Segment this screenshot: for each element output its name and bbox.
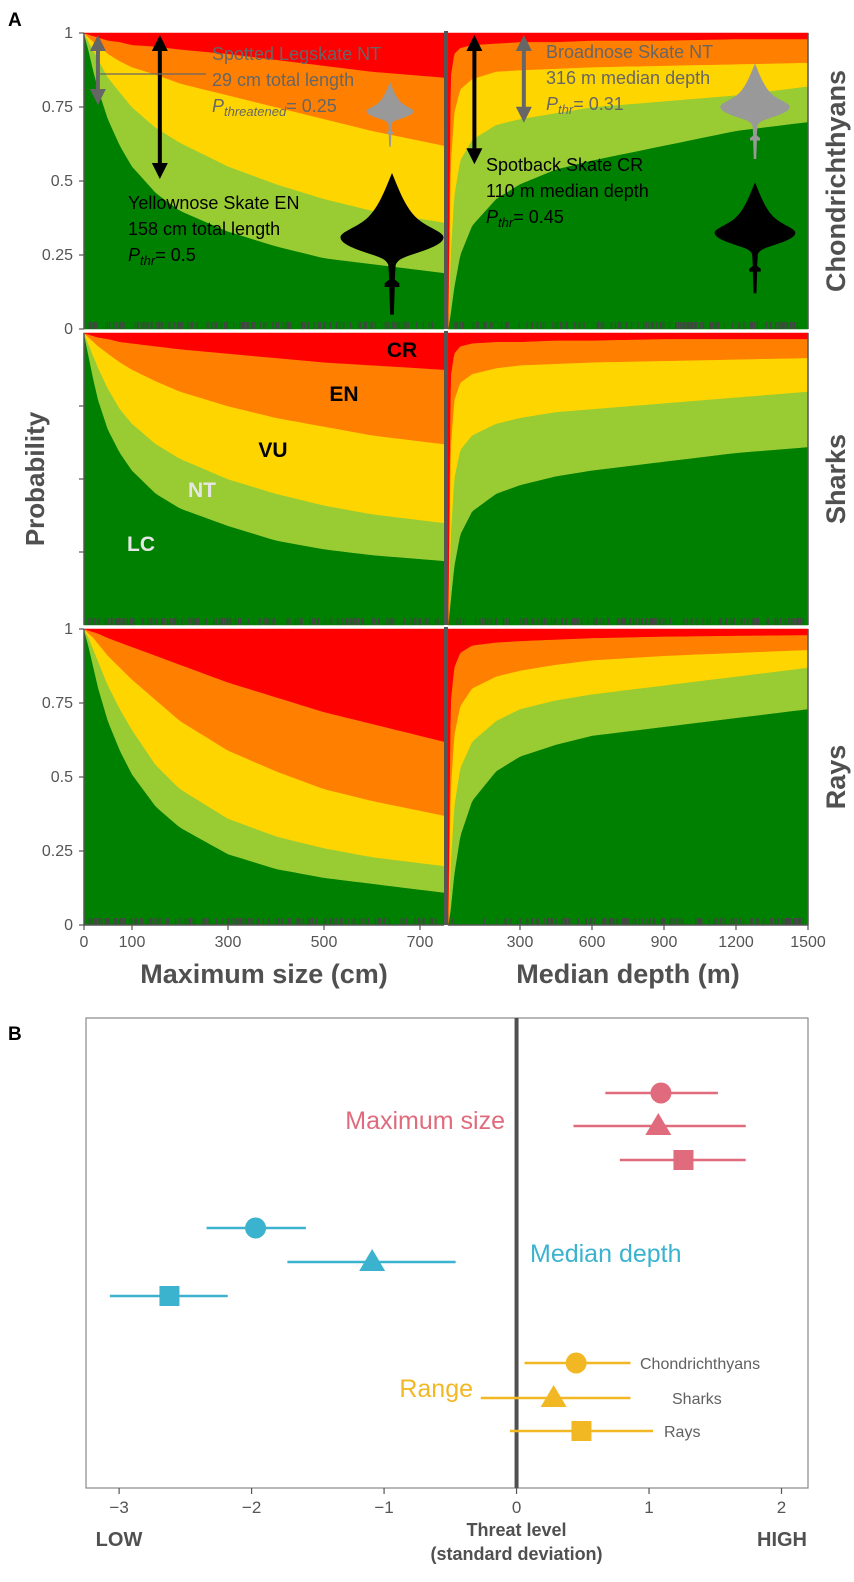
point-chondrichthyans <box>650 1083 671 1104</box>
x-axis-title-size: Maximum size (cm) <box>140 959 388 989</box>
category-label-vu: VU <box>258 439 287 462</box>
annotation-line: 158 cm total length <box>128 219 280 239</box>
panel-b-coefficient-plot: −3 −2 −1 0 1 2 Threat level (standard deviation… <box>86 1018 808 1564</box>
b-x-tick-label: 1 <box>644 1498 653 1517</box>
annotation-line: Spotback Skate CR <box>486 155 643 175</box>
b-x-axis-title-line1: Threat level <box>467 1520 567 1540</box>
annotation-line: Yellownose Skate EN <box>128 193 299 213</box>
group-label: Maximum size <box>345 1107 505 1135</box>
x-tick-label-depth: 1500 <box>790 934 826 951</box>
annotation-line: 29 cm total length <box>212 70 354 90</box>
x-tick-label-depth: 600 <box>579 934 606 951</box>
row-label-chondrichthyans: Chondrichthyans <box>821 70 851 292</box>
x-tick-label-depth: 900 <box>651 934 678 951</box>
x-tick-label-size: 100 <box>119 934 146 951</box>
annotation-line: Broadnose Skate NT <box>546 42 713 62</box>
annotation-probability: Pthr= 0.31 <box>546 94 624 117</box>
row-label-sharks: Sharks <box>821 434 851 524</box>
y-tick-label: 0.25 <box>42 247 73 264</box>
panel-b-frame <box>86 1018 808 1488</box>
annotation-probability: Pthr= 0.45 <box>486 207 564 230</box>
group-label: Range <box>399 1375 473 1403</box>
x-tick-label-depth: 1200 <box>718 934 754 951</box>
y-tick-label: 1 <box>64 25 73 42</box>
category-label-lc: LC <box>127 533 155 556</box>
y-tick-label: 0.75 <box>42 695 73 712</box>
category-label-cr: CR <box>387 339 417 362</box>
x-tick-label-size: 0 <box>80 934 89 951</box>
x-tick-label-depth: 300 <box>507 934 534 951</box>
category-label-nt: NT <box>188 479 216 502</box>
x-tick-label-size: 300 <box>215 934 242 951</box>
series-legend-chondrichthyans: Chondrichthyans <box>640 1356 760 1373</box>
point-chondrichthyans <box>245 1218 266 1239</box>
y-tick-label: 0 <box>64 321 73 338</box>
point-rays <box>159 1286 179 1306</box>
b-x-tick-label: 0 <box>512 1498 521 1517</box>
panel-label-b: B <box>8 1024 22 1045</box>
series-legend-rays: Rays <box>664 1424 700 1441</box>
x-tick-label-size: 500 <box>311 934 338 951</box>
annotation-line: Spotted Legskate NT <box>212 44 381 64</box>
y-tick-label: 0.5 <box>51 769 73 786</box>
point-rays <box>571 1421 591 1441</box>
group-label: Median depth <box>530 1240 682 1268</box>
b-x-tick-label: −3 <box>109 1498 128 1517</box>
low-label: LOW <box>96 1529 143 1551</box>
y-tick-label: 0.25 <box>42 843 73 860</box>
point-rays <box>673 1150 693 1170</box>
panel-rays-depth <box>448 629 808 925</box>
y-tick-label: 0.5 <box>51 173 73 190</box>
panel-a-probability-grid: Chondrichthyans00.250.50.751SharksRays00… <box>20 25 851 989</box>
b-x-axis-title-line2: (standard deviation) <box>431 1544 603 1564</box>
annotation-line: 316 m median depth <box>546 68 710 88</box>
panel-rays-size <box>84 629 444 925</box>
x-tick-label-size: 700 <box>407 934 434 951</box>
panel-sharks-size <box>84 333 444 625</box>
high-label: HIGH <box>757 1529 807 1551</box>
annotation-line: 110 m median depth <box>486 181 649 201</box>
annotation-probability: Pthr= 0.5 <box>128 245 196 268</box>
b-x-tick-label: −1 <box>374 1498 393 1517</box>
panel-sharks-depth <box>448 333 808 625</box>
y-tick-label: 0.75 <box>42 99 73 116</box>
b-x-tick-label: −2 <box>242 1498 261 1517</box>
x-axis-title-depth: Median depth (m) <box>516 959 740 989</box>
y-axis-title: Probability <box>20 411 50 546</box>
category-label-en: EN <box>329 383 358 406</box>
panel-label-a: A <box>8 10 22 31</box>
y-tick-label: 0 <box>64 917 73 934</box>
b-x-tick-label: 2 <box>777 1498 786 1517</box>
series-legend-sharks: Sharks <box>672 1391 722 1408</box>
point-chondrichthyans <box>566 1353 587 1374</box>
y-tick-label: 1 <box>64 621 73 638</box>
row-label-rays: Rays <box>821 745 851 810</box>
